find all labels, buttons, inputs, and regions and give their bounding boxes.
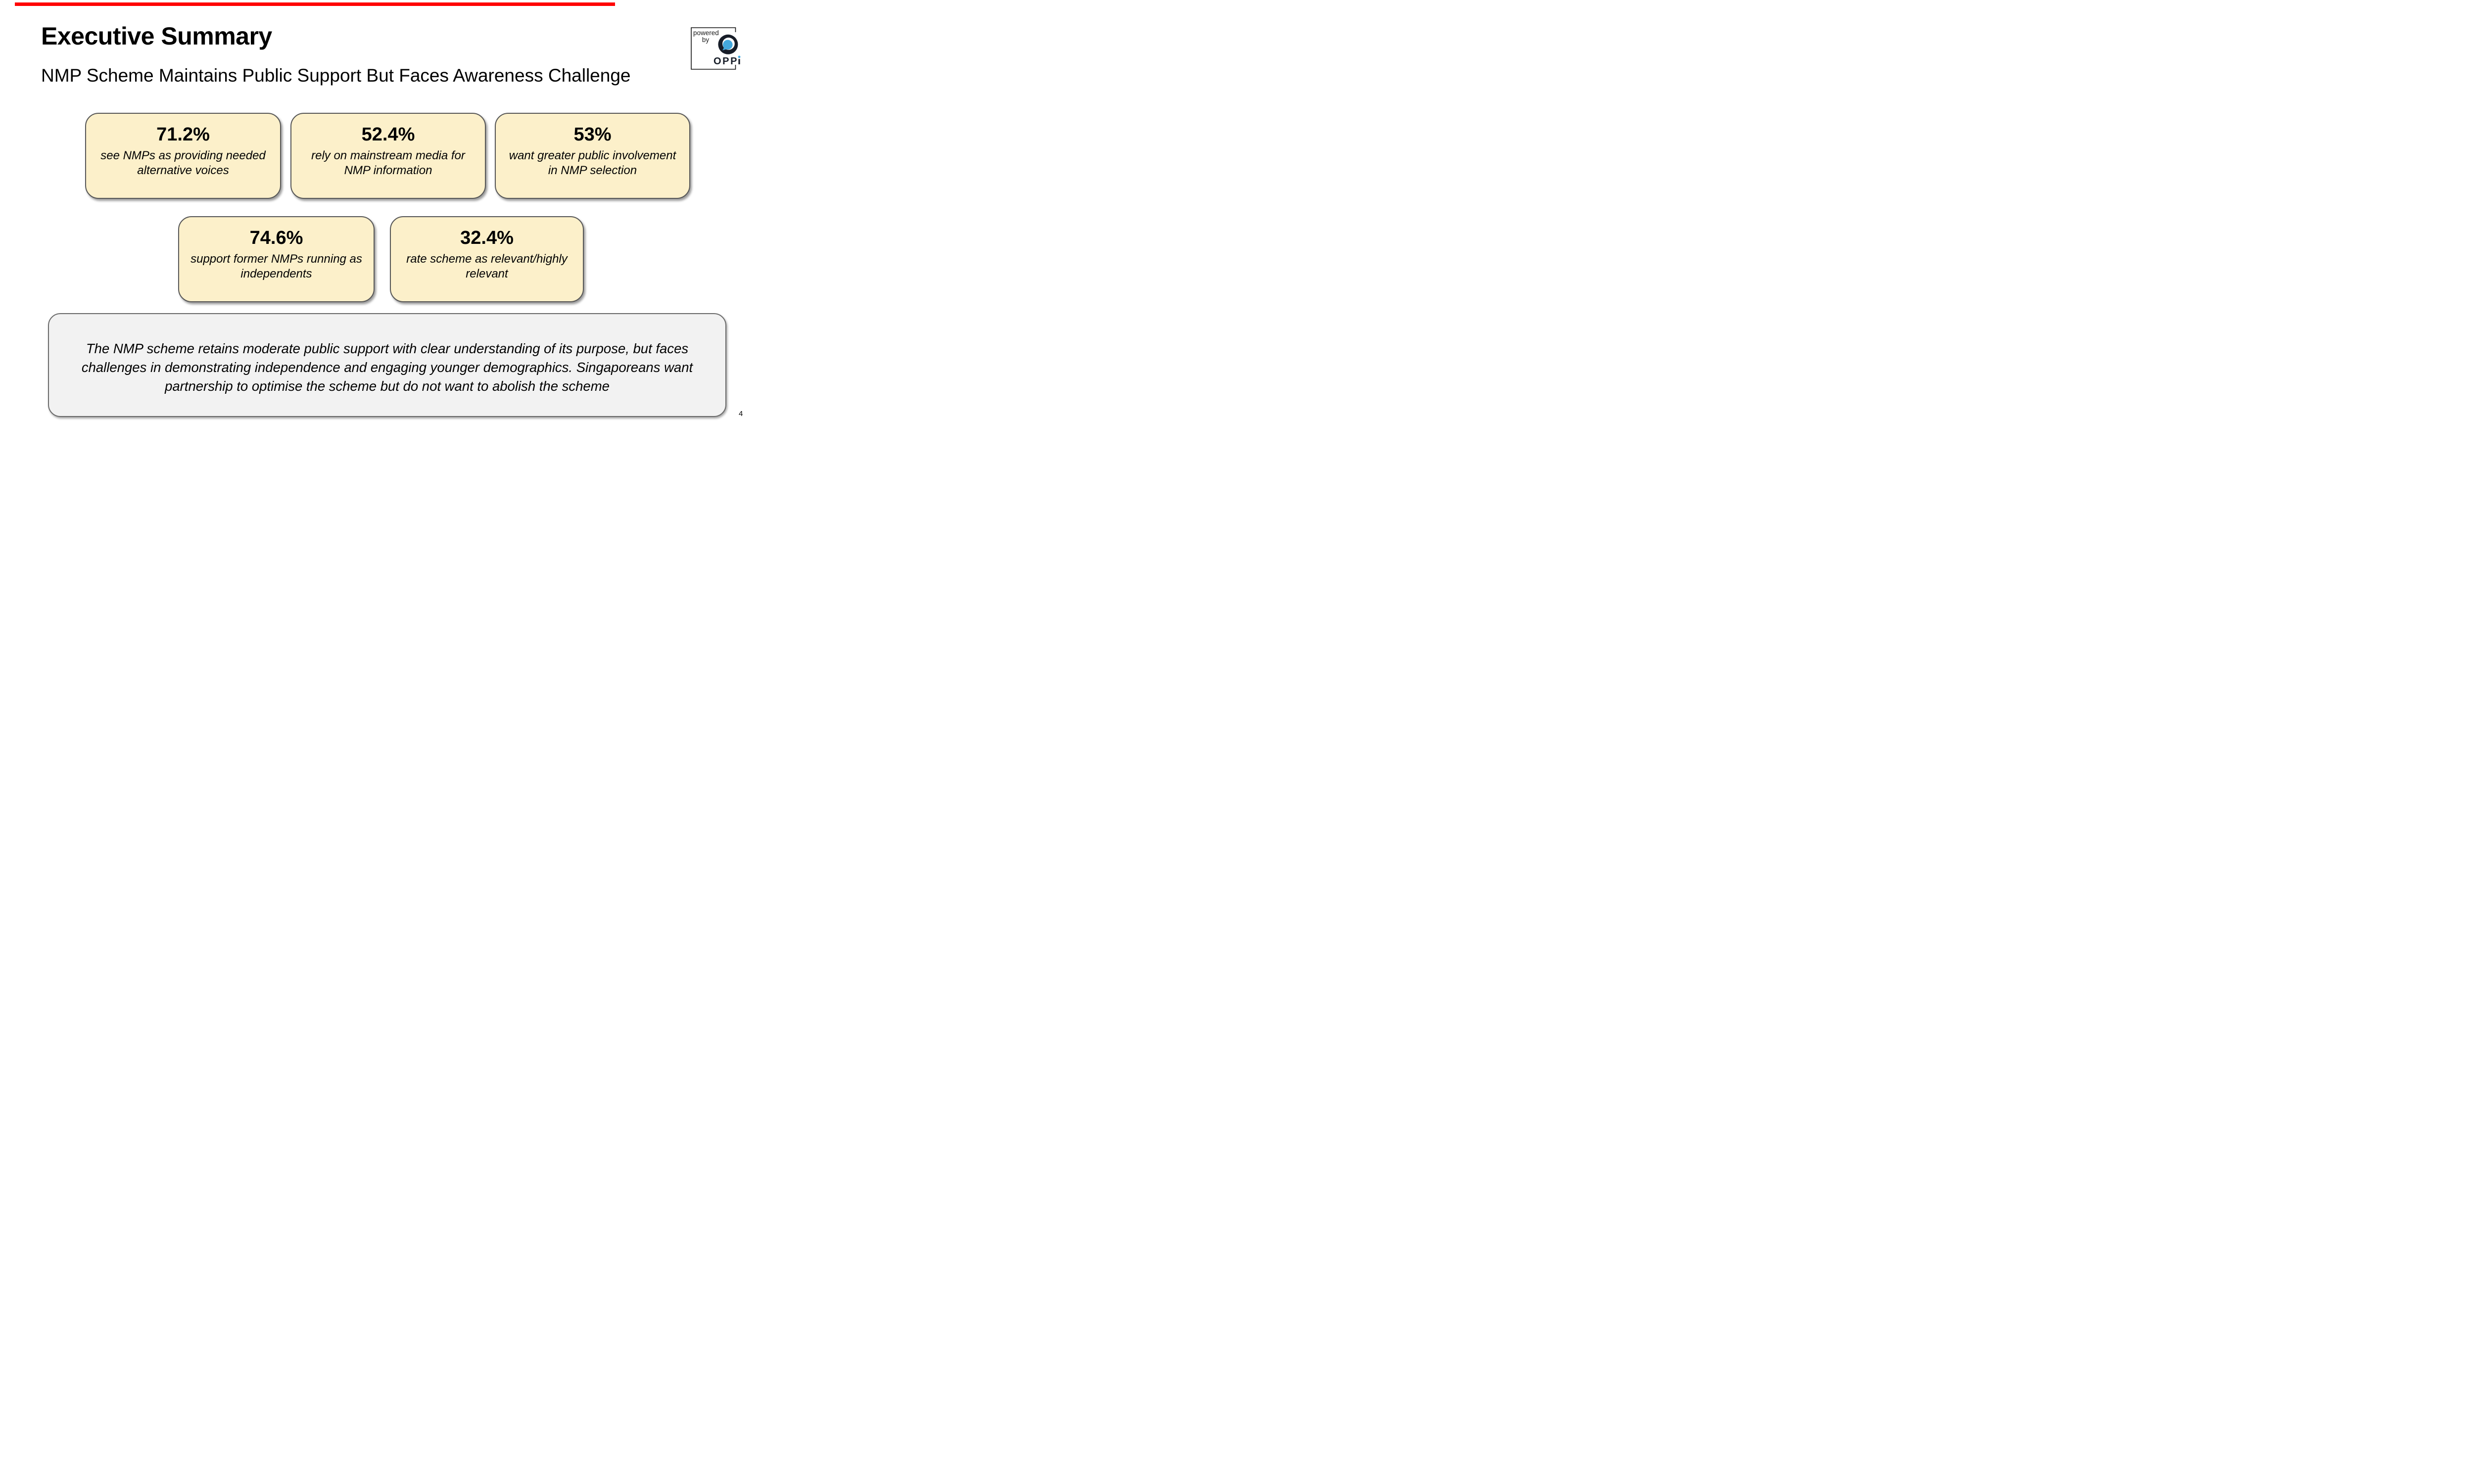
stat-value: 32.4%: [460, 228, 514, 248]
svg-text:OPP: OPP: [714, 56, 738, 67]
stat-card-scheme-relevance: 32.4% rate scheme as relevant/highly rel…: [390, 216, 584, 302]
stat-label: want greater public involvement in NMP s…: [509, 148, 676, 177]
summary-box: The NMP scheme retains moderate public s…: [48, 313, 726, 417]
stat-card-former-nmps: 74.6% support former NMPs running as ind…: [178, 216, 375, 302]
powered-by-text-line2: by: [702, 36, 710, 44]
stat-label: rely on mainstream media for NMP informa…: [311, 148, 465, 177]
stat-label: support former NMPs running as independe…: [190, 252, 362, 280]
oppi-ring-icon: [718, 34, 738, 54]
oppi-logo: powered by OPP: [691, 27, 743, 70]
stat-label: rate scheme as relevant/highly relevant: [406, 252, 568, 280]
page-number: 4: [739, 410, 743, 418]
oppi-wordmark: OPP: [714, 55, 741, 67]
stat-label: see NMPs as providing needed alternative…: [100, 148, 266, 177]
stat-card-public-involvement: 53% want greater public involvement in N…: [495, 113, 690, 199]
stat-value: 74.6%: [249, 228, 303, 248]
stat-card-alternative-voices: 71.2% see NMPs as providing needed alter…: [85, 113, 281, 199]
logo-frame: [691, 27, 736, 70]
stat-card-mainstream-media: 52.4% rely on mainstream media for NMP i…: [290, 113, 486, 199]
slide-subtitle: NMP Scheme Maintains Public Support But …: [41, 65, 631, 86]
summary-text-line: The NMP scheme retains moderate public s…: [86, 341, 689, 357]
powered-by-text-line1: powered: [693, 29, 719, 37]
video-progress-bar[interactable]: [15, 2, 615, 6]
summary-text-line: partnership to optimise the scheme but d…: [165, 378, 610, 394]
stat-value: 53%: [573, 124, 612, 145]
summary-text-line: challenges in demonstrating independence…: [81, 360, 693, 375]
executive-summary-slide: Executive Summary NMP Scheme Maintains P…: [0, 0, 762, 428]
stat-value: 52.4%: [361, 124, 415, 145]
stat-value: 71.2%: [156, 124, 210, 145]
page-title: Executive Summary: [41, 22, 272, 50]
